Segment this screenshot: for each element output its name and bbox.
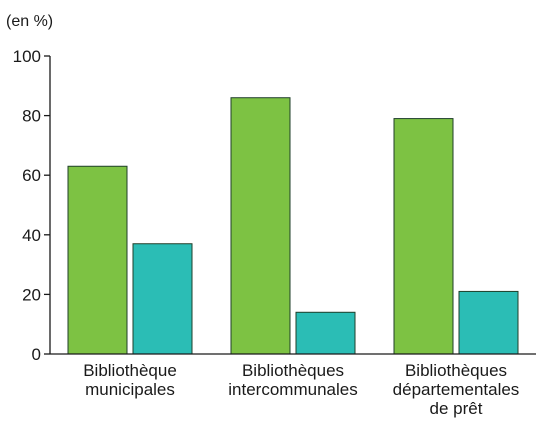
y-tick-label: 20	[22, 285, 41, 304]
y-tick-label: 100	[13, 47, 41, 66]
x-category-label: Bibliothèque	[83, 361, 177, 380]
bar-series2-0	[132, 243, 193, 355]
unit-label: (en %)	[6, 13, 53, 30]
bar-series1-0	[67, 165, 128, 355]
x-category-label: Bibliothèques	[242, 361, 344, 380]
bar-series1-1	[230, 97, 291, 355]
bar-series1-2	[393, 118, 454, 355]
bars	[67, 97, 519, 355]
y-tick-label: 60	[22, 166, 41, 185]
y-tick-label: 40	[22, 226, 41, 245]
x-category-label: Bibliothèques	[405, 361, 507, 380]
x-category-label: départementales	[393, 380, 520, 399]
x-category-label: municipales	[85, 380, 175, 399]
y-tick-label: 0	[32, 345, 41, 364]
bar-series2-2	[458, 290, 519, 355]
y-tick-label: 80	[22, 107, 41, 126]
x-category-label: intercommunales	[228, 380, 357, 399]
bar-series2-1	[295, 311, 356, 355]
x-category-label: de prêt	[430, 399, 483, 418]
y-axis-ticks: 0 20 40 60 80 100	[13, 47, 50, 364]
x-axis-labels: BibliothèquemunicipalesBibliothèquesinte…	[83, 361, 519, 418]
